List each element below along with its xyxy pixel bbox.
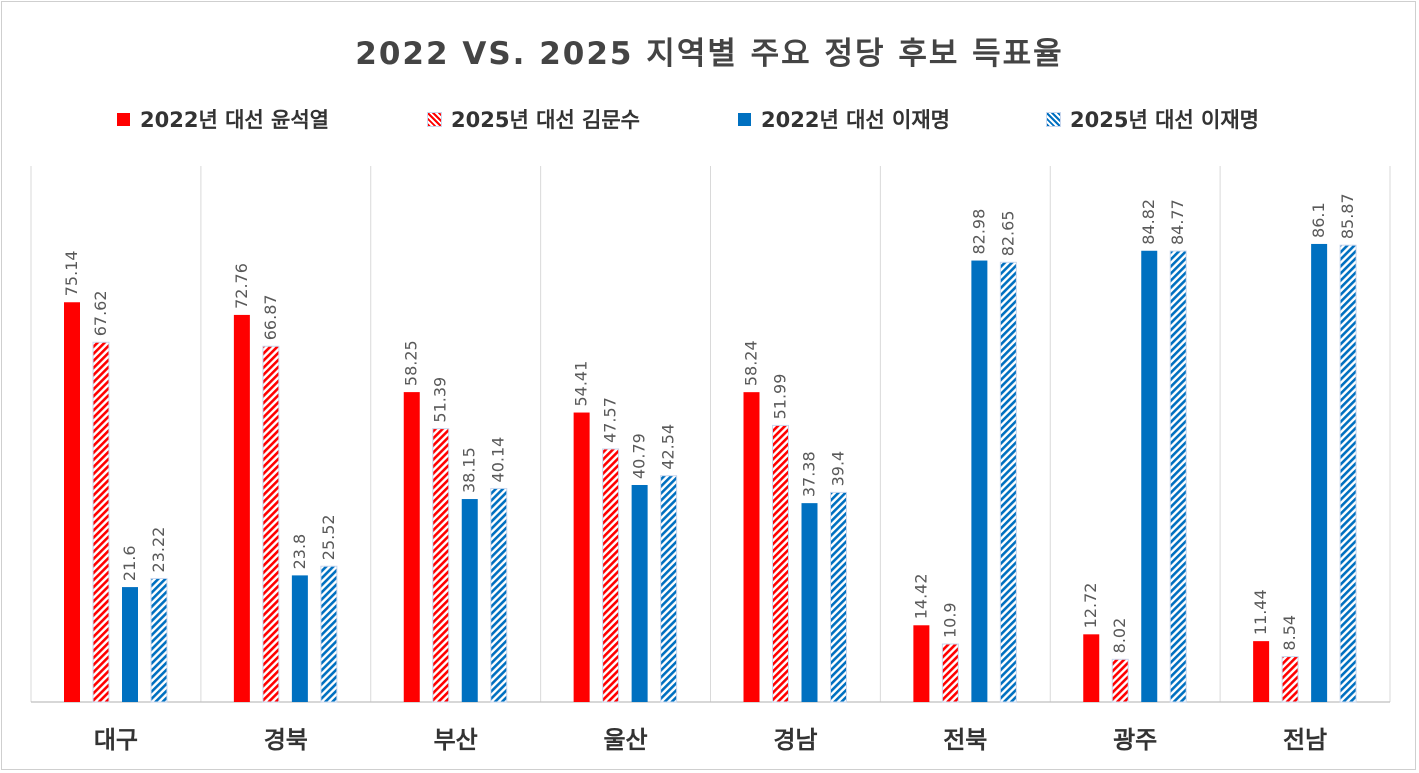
data-label: 66.87 bbox=[261, 294, 280, 340]
bar-series-2-7 bbox=[1311, 243, 1328, 702]
bar-series-3-7 bbox=[1339, 244, 1357, 703]
x-tick-label: 경남 bbox=[773, 726, 817, 754]
bar-series-3-5 bbox=[999, 261, 1017, 703]
data-label: 12.72 bbox=[1081, 583, 1100, 629]
bar-series-0-5 bbox=[913, 625, 930, 702]
data-label: 58.25 bbox=[402, 340, 421, 386]
data-label: 86.1 bbox=[1309, 202, 1328, 238]
bar-series-2-3 bbox=[631, 484, 648, 702]
bar-series-3-0 bbox=[150, 577, 168, 703]
bar-series-2-0 bbox=[122, 587, 138, 702]
bar-series-1-2 bbox=[432, 428, 450, 703]
data-label: 84.82 bbox=[1139, 199, 1158, 245]
legend-label-0: 2022년 대선 윤석열 bbox=[140, 108, 329, 132]
data-label: 25.52 bbox=[319, 514, 338, 560]
x-tick-label: 대구 bbox=[94, 726, 138, 754]
data-label: 8.02 bbox=[1110, 618, 1129, 654]
bar-series-1-5 bbox=[941, 643, 959, 703]
data-label: 47.57 bbox=[601, 397, 620, 443]
legend-item-1: 2025년 대선 김문수 bbox=[427, 102, 640, 136]
legend-swatch-3 bbox=[1046, 111, 1061, 127]
data-label: 54.41 bbox=[572, 361, 591, 407]
data-label: 23.8 bbox=[290, 534, 309, 570]
legend-label-2: 2022년 대선 이재명 bbox=[761, 108, 950, 132]
chart-title: 2022 VS. 2025 지역별 주요 정당 후보 득표율 bbox=[355, 36, 1064, 72]
data-label: 14.42 bbox=[911, 573, 930, 619]
legend-swatch-0 bbox=[117, 112, 130, 126]
bar-series-0-3 bbox=[573, 412, 590, 702]
bar-series-1-0 bbox=[92, 341, 110, 703]
data-label: 67.62 bbox=[91, 290, 110, 336]
data-label: 85.87 bbox=[1338, 193, 1357, 239]
bar-series-0-7 bbox=[1253, 641, 1270, 702]
data-label: 8.54 bbox=[1280, 615, 1299, 651]
data-label: 37.38 bbox=[800, 451, 819, 497]
data-label: 82.65 bbox=[998, 210, 1017, 256]
data-label: 75.14 bbox=[62, 250, 81, 296]
legend-label-1: 2025년 대선 김문수 bbox=[451, 108, 640, 132]
bar-series-2-4 bbox=[801, 503, 818, 702]
data-label: 11.44 bbox=[1251, 589, 1270, 635]
bar-series-1-4 bbox=[772, 424, 789, 703]
data-label: 51.39 bbox=[431, 377, 450, 423]
x-tick-label: 경북 bbox=[264, 726, 308, 754]
bar-series-0-1 bbox=[233, 314, 250, 702]
data-label: 10.9 bbox=[940, 602, 959, 638]
x-tick-label: 광주 bbox=[1113, 726, 1157, 754]
bar-series-1-6 bbox=[1111, 658, 1129, 703]
chart-legend: 2022년 대선 윤석열 2025년 대선 김문수 2022년 대선 이재명 2… bbox=[0, 102, 1419, 136]
legend-swatch-2 bbox=[738, 112, 751, 126]
bar-series-0-4 bbox=[743, 392, 760, 702]
legend-item-0: 2022년 대선 윤석열 bbox=[117, 102, 329, 136]
x-tick-label: 부산 bbox=[434, 726, 478, 754]
data-label: 82.98 bbox=[969, 209, 988, 255]
bar-series-1-3 bbox=[602, 448, 620, 703]
bar-series-3-1 bbox=[320, 565, 338, 703]
bar-series-2-5 bbox=[971, 260, 988, 702]
data-label: 38.15 bbox=[460, 447, 479, 493]
data-label: 21.6 bbox=[120, 545, 139, 581]
bar-series-2-6 bbox=[1141, 250, 1158, 702]
legend-item-3: 2025년 대선 이재명 bbox=[1046, 102, 1259, 136]
data-label: 84.77 bbox=[1168, 199, 1187, 245]
data-label: 51.99 bbox=[771, 374, 790, 420]
bar-series-3-4 bbox=[830, 491, 847, 703]
bar-series-1-7 bbox=[1281, 656, 1299, 703]
bar-series-3-6 bbox=[1169, 250, 1187, 703]
data-label: 23.22 bbox=[149, 527, 168, 573]
bar-series-3-3 bbox=[660, 475, 678, 703]
data-label: 39.4 bbox=[829, 451, 848, 487]
data-label: 40.79 bbox=[630, 433, 649, 479]
bar-series-0-6 bbox=[1083, 634, 1100, 702]
legend-item-2: 2022년 대선 이재명 bbox=[738, 102, 950, 136]
bar-series-2-2 bbox=[461, 499, 478, 702]
x-tick-label: 울산 bbox=[603, 726, 647, 754]
data-label: 58.24 bbox=[742, 340, 761, 386]
bar-series-3-2 bbox=[490, 487, 508, 703]
bar-series-0-0 bbox=[64, 302, 80, 702]
legend-label-3: 2025년 대선 이재명 bbox=[1070, 108, 1259, 132]
data-label: 42.54 bbox=[659, 424, 678, 470]
bar-series-1-1 bbox=[262, 345, 280, 703]
legend-swatch-1 bbox=[427, 111, 442, 127]
bar-series-2-1 bbox=[291, 575, 308, 702]
data-label: 72.76 bbox=[232, 263, 251, 309]
x-tick-label: 전북 bbox=[943, 726, 987, 754]
x-tick-label: 전남 bbox=[1283, 726, 1327, 754]
data-label: 40.14 bbox=[489, 437, 508, 483]
bar-series-0-2 bbox=[403, 392, 420, 702]
